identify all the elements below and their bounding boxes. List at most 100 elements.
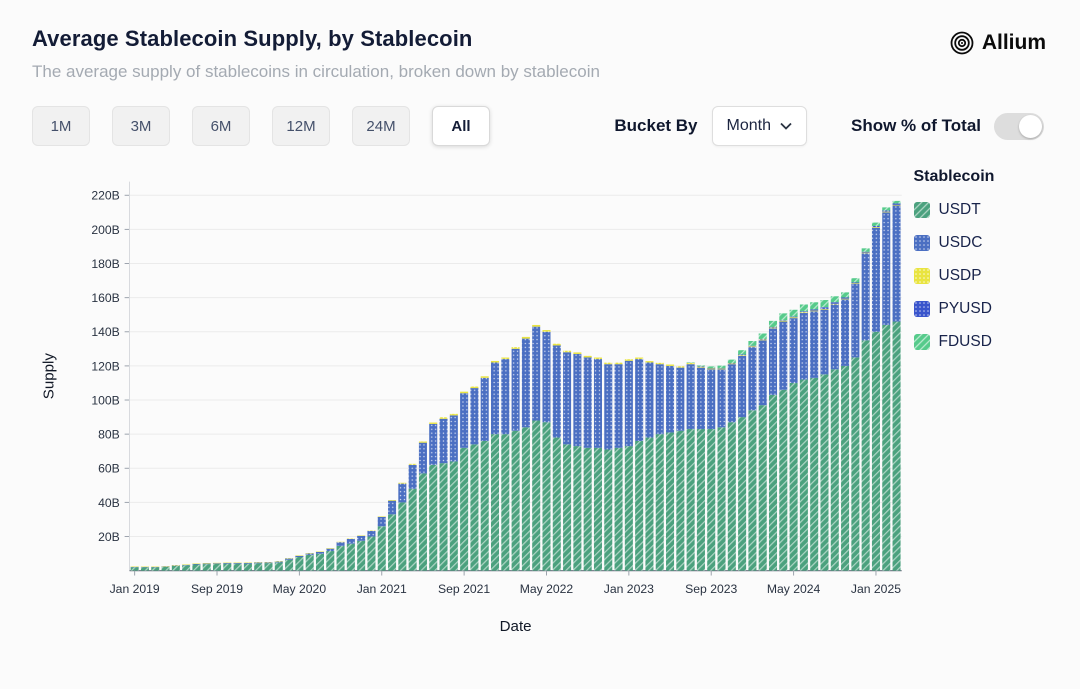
bar-usdt-2025-03[interactable] [892,321,901,571]
bar-usdp-2024-10[interactable] [841,298,850,300]
bar-usdp-2024-12[interactable] [861,252,870,254]
bar-usdt-2021-11[interactable] [480,440,489,571]
bar-usdp-2023-07[interactable] [686,362,695,365]
bar-usdp-2025-03[interactable] [892,204,901,206]
bar-usdc-2020-05[interactable] [295,555,304,557]
bar-usdt-2020-12[interactable] [367,536,376,571]
bar-usdt-2021-04[interactable] [408,488,417,571]
bar-usdt-2019-03[interactable] [151,567,160,571]
bar-usdt-2022-04[interactable] [532,420,541,571]
bar-usdp-2021-01[interactable] [377,516,386,517]
bar-usdc-2019-11[interactable] [233,562,242,564]
bar-usdc-2024-06[interactable] [799,313,808,380]
bar-pyusd-2024-12[interactable] [861,251,870,253]
bar-usdc-2025-01[interactable] [871,227,880,332]
bar-usdc-2020-01[interactable] [254,562,263,564]
bar-usdt-2022-01[interactable] [501,434,510,571]
bar-usdt-2021-10[interactable] [470,444,479,571]
bar-usdt-2023-02[interactable] [635,440,644,571]
bar-usdt-2023-07[interactable] [686,429,695,571]
bar-usdc-2019-10[interactable] [223,562,232,564]
bar-usdc-2025-02[interactable] [882,212,891,325]
bar-usdt-2019-10[interactable] [223,563,232,571]
bar-usdc-2022-05[interactable] [542,331,551,423]
bar-usdp-2022-01[interactable] [501,357,510,360]
bar-usdt-2021-09[interactable] [460,447,469,571]
bar-usdc-2022-04[interactable] [532,326,541,421]
bar-usdc-2023-09[interactable] [707,369,716,430]
bar-usdt-2023-11[interactable] [727,422,736,571]
bar-pyusd-2024-02[interactable] [758,338,767,340]
bar-usdp-2023-09[interactable] [707,368,716,370]
bar-usdt-2023-12[interactable] [738,417,747,571]
bar-usdt-2022-11[interactable] [604,449,613,571]
bar-usdc-2021-09[interactable] [460,393,469,448]
bar-fdusd-2024-12[interactable] [861,248,870,252]
bar-usdc-2024-04[interactable] [779,321,788,390]
bar-pyusd-2024-08[interactable] [820,307,829,309]
bar-pyusd-2024-06[interactable] [799,311,808,313]
bar-usdc-2023-10[interactable] [717,369,726,428]
bar-usdp-2024-11[interactable] [851,283,860,284]
bar-usdc-2021-04[interactable] [408,464,417,489]
bar-usdp-2023-12[interactable] [738,354,747,356]
bar-usdp-2023-11[interactable] [727,363,736,365]
bar-usdp-2021-12[interactable] [490,360,500,363]
bar-usdc-2020-07[interactable] [315,551,324,554]
bar-usdc-2023-12[interactable] [738,355,747,418]
bar-pyusd-2025-02[interactable] [882,210,891,212]
range-button-3m[interactable]: 3M [112,106,170,146]
bar-usdc-2025-03[interactable] [892,205,901,322]
bar-usdc-2022-09[interactable] [583,357,592,448]
bar-usdt-2024-10[interactable] [841,365,850,571]
range-button-12m[interactable]: 12M [272,106,330,146]
bar-usdc-2021-02[interactable] [388,500,397,515]
bar-fdusd-2025-02[interactable] [882,207,891,211]
bar-usdp-2024-06[interactable] [799,312,808,314]
bar-usdt-2019-11[interactable] [233,563,242,571]
bar-fdusd-2024-03[interactable] [768,320,778,327]
bar-usdc-2019-12[interactable] [243,562,252,564]
bar-usdc-2023-11[interactable] [727,364,736,423]
bar-usdp-2023-03[interactable] [645,361,654,363]
bar-usdt-2019-07[interactable] [192,564,201,571]
bucket-by-select[interactable]: Month [711,106,807,146]
bar-pyusd-2024-11[interactable] [851,282,860,284]
bar-usdc-2019-09[interactable] [212,563,222,564]
bar-usdt-2024-12[interactable] [861,340,870,571]
bar-usdc-2022-12[interactable] [614,364,623,448]
bar-usdc-2024-03[interactable] [768,328,778,395]
bar-fdusd-2023-07[interactable] [686,362,695,363]
bar-usdt-2024-05[interactable] [789,382,798,571]
bar-usdt-2025-02[interactable] [882,324,891,571]
bar-usdp-2024-04[interactable] [779,320,788,322]
bar-usdt-2019-08[interactable] [202,564,211,571]
bar-usdt-2024-01[interactable] [748,410,757,571]
bar-usdt-2023-09[interactable] [707,429,716,571]
bar-usdt-2021-02[interactable] [388,514,397,571]
bar-usdt-2019-02[interactable] [140,567,149,571]
bar-usdt-2022-03[interactable] [521,427,530,571]
bar-usdp-2022-02[interactable] [511,347,520,349]
bar-usdp-2025-01[interactable] [871,227,880,228]
bar-usdp-2021-08[interactable] [449,413,458,416]
bar-usdc-2021-05[interactable] [418,442,427,474]
bar-usdc-2019-01[interactable] [130,566,139,568]
bar-usdp-2022-06[interactable] [552,343,561,346]
bar-usdp-2021-10[interactable] [470,386,479,389]
bar-usdc-2020-03[interactable] [274,561,283,563]
bar-usdp-2022-12[interactable] [614,362,623,365]
bar-usdp-2023-01[interactable] [624,359,633,361]
legend-item-pyusd[interactable]: PYUSD [913,300,1051,318]
bar-usdc-2019-05[interactable] [171,565,180,566]
bar-usdc-2024-09[interactable] [830,304,839,370]
bar-fdusd-2023-09[interactable] [707,366,716,369]
bar-usdt-2020-04[interactable] [285,559,294,571]
bar-usdc-2022-02[interactable] [511,348,520,431]
bar-usdc-2020-12[interactable] [367,530,376,537]
bar-usdc-2019-06[interactable] [182,564,191,566]
range-button-all[interactable]: All [432,106,490,146]
bar-usdc-2021-01[interactable] [377,516,386,527]
bar-usdt-2019-06[interactable] [182,565,191,571]
bar-usdc-2022-07[interactable] [563,352,572,445]
